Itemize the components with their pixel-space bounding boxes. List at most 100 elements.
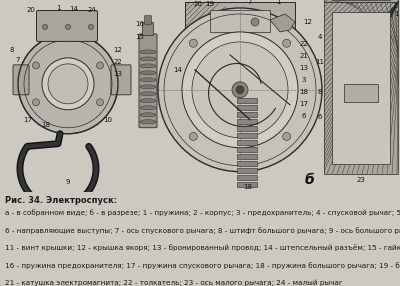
Bar (334, 32, 388, 84)
Text: 11 - винт крышки; 12 - крышка якоря; 13 - бронированный провод; 14 - штепсельный: 11 - винт крышки; 12 - крышка якоря; 13 … (5, 245, 400, 251)
Bar (237, 161, 257, 166)
Ellipse shape (140, 113, 156, 117)
Circle shape (48, 64, 88, 104)
Bar (324, 0, 398, 2)
Circle shape (189, 132, 197, 140)
Bar (237, 154, 257, 159)
FancyBboxPatch shape (13, 65, 29, 95)
Ellipse shape (140, 78, 156, 82)
Text: 19: 19 (206, 1, 214, 7)
Text: 18: 18 (42, 122, 50, 128)
Circle shape (32, 62, 40, 69)
Circle shape (96, 62, 104, 69)
Text: а - в собранном виде; б - в разрезе; 1 - пружина; 2 - корпус; 3 - предохранитель: а - в собранном виде; б - в разрезе; 1 -… (5, 210, 400, 217)
Bar (332, 12, 390, 164)
Bar (324, 2, 398, 174)
Ellipse shape (140, 85, 156, 89)
Text: 8: 8 (318, 89, 322, 95)
FancyBboxPatch shape (111, 65, 131, 95)
Text: 20: 20 (26, 7, 36, 13)
Text: 18: 18 (244, 184, 252, 190)
FancyBboxPatch shape (139, 34, 157, 128)
Ellipse shape (140, 64, 156, 68)
Bar (237, 105, 257, 110)
Ellipse shape (140, 92, 156, 96)
Text: 16 - пружина предохранителя; 17 - пружина спускового рычага; 18 - пружина большо: 16 - пружина предохранителя; 17 - пружин… (5, 262, 400, 269)
Circle shape (251, 18, 259, 26)
Text: 6: 6 (318, 114, 322, 120)
Text: 3: 3 (302, 77, 306, 83)
Text: 14: 14 (70, 6, 78, 12)
Text: 21: 21 (300, 53, 308, 59)
Bar (344, 84, 378, 102)
Circle shape (96, 99, 104, 106)
FancyBboxPatch shape (145, 16, 151, 24)
Text: 13: 13 (114, 71, 122, 77)
Circle shape (232, 82, 248, 98)
Text: 7: 7 (16, 57, 20, 63)
Text: 6 - направляющие выступы; 7 - ось спускового рычага; 8 - штифт большого рычага; : 6 - направляющие выступы; 7 - ось спуско… (5, 227, 400, 234)
Text: 18: 18 (300, 89, 308, 95)
Bar (237, 147, 257, 152)
Text: 1: 1 (276, 0, 280, 5)
Bar (237, 175, 257, 180)
Bar (237, 168, 257, 173)
FancyBboxPatch shape (210, 10, 270, 32)
Circle shape (158, 8, 322, 172)
Ellipse shape (140, 120, 156, 124)
Circle shape (32, 99, 40, 106)
Text: 15: 15 (136, 34, 144, 40)
Ellipse shape (140, 57, 156, 61)
Text: 7: 7 (248, 0, 252, 5)
Bar (237, 112, 257, 117)
Text: 6: 6 (302, 113, 306, 119)
Text: 22: 22 (300, 41, 308, 47)
Text: 17: 17 (300, 101, 308, 107)
Circle shape (192, 42, 288, 138)
Text: 12: 12 (114, 47, 122, 53)
Bar (237, 98, 257, 103)
Text: 22: 22 (114, 59, 122, 65)
Text: 11: 11 (316, 59, 324, 65)
Circle shape (42, 58, 94, 110)
Circle shape (66, 24, 70, 29)
Ellipse shape (140, 106, 156, 110)
Text: 24: 24 (88, 7, 96, 13)
FancyBboxPatch shape (142, 23, 154, 35)
Circle shape (88, 24, 94, 29)
Text: Рис. 34. Электроспуск:: Рис. 34. Электроспуск: (5, 196, 117, 205)
Bar (237, 182, 257, 187)
Polygon shape (270, 14, 295, 32)
Circle shape (283, 39, 291, 47)
Circle shape (42, 24, 48, 29)
Text: 4: 4 (318, 34, 322, 40)
Text: 17: 17 (24, 117, 32, 123)
FancyBboxPatch shape (36, 11, 98, 41)
Circle shape (18, 34, 118, 134)
Text: 1: 1 (394, 11, 398, 17)
Bar (237, 133, 257, 138)
Ellipse shape (140, 99, 156, 103)
Circle shape (236, 86, 244, 94)
Text: 8: 8 (10, 47, 14, 53)
Text: 12: 12 (304, 19, 312, 25)
Text: 9: 9 (66, 179, 70, 185)
Bar (185, 2, 295, 37)
Text: б: б (305, 173, 315, 187)
Text: 13: 13 (300, 65, 308, 71)
Bar (237, 126, 257, 131)
Text: 20: 20 (194, 1, 202, 7)
Text: 1: 1 (56, 5, 60, 11)
Text: 23: 23 (356, 177, 366, 183)
Text: 2: 2 (394, 3, 398, 9)
Ellipse shape (140, 50, 156, 54)
Circle shape (182, 32, 298, 148)
Bar (237, 140, 257, 145)
FancyBboxPatch shape (185, 2, 295, 37)
Bar (334, 102, 388, 154)
Circle shape (189, 39, 197, 47)
Text: 14: 14 (174, 67, 182, 73)
Text: 16: 16 (136, 21, 144, 27)
Text: 21 - катушка электромагнита; 22 - толкатель; 23 - ось малого рычага; 24 - малый : 21 - катушка электромагнита; 22 - толкат… (5, 279, 342, 286)
Circle shape (283, 132, 291, 140)
